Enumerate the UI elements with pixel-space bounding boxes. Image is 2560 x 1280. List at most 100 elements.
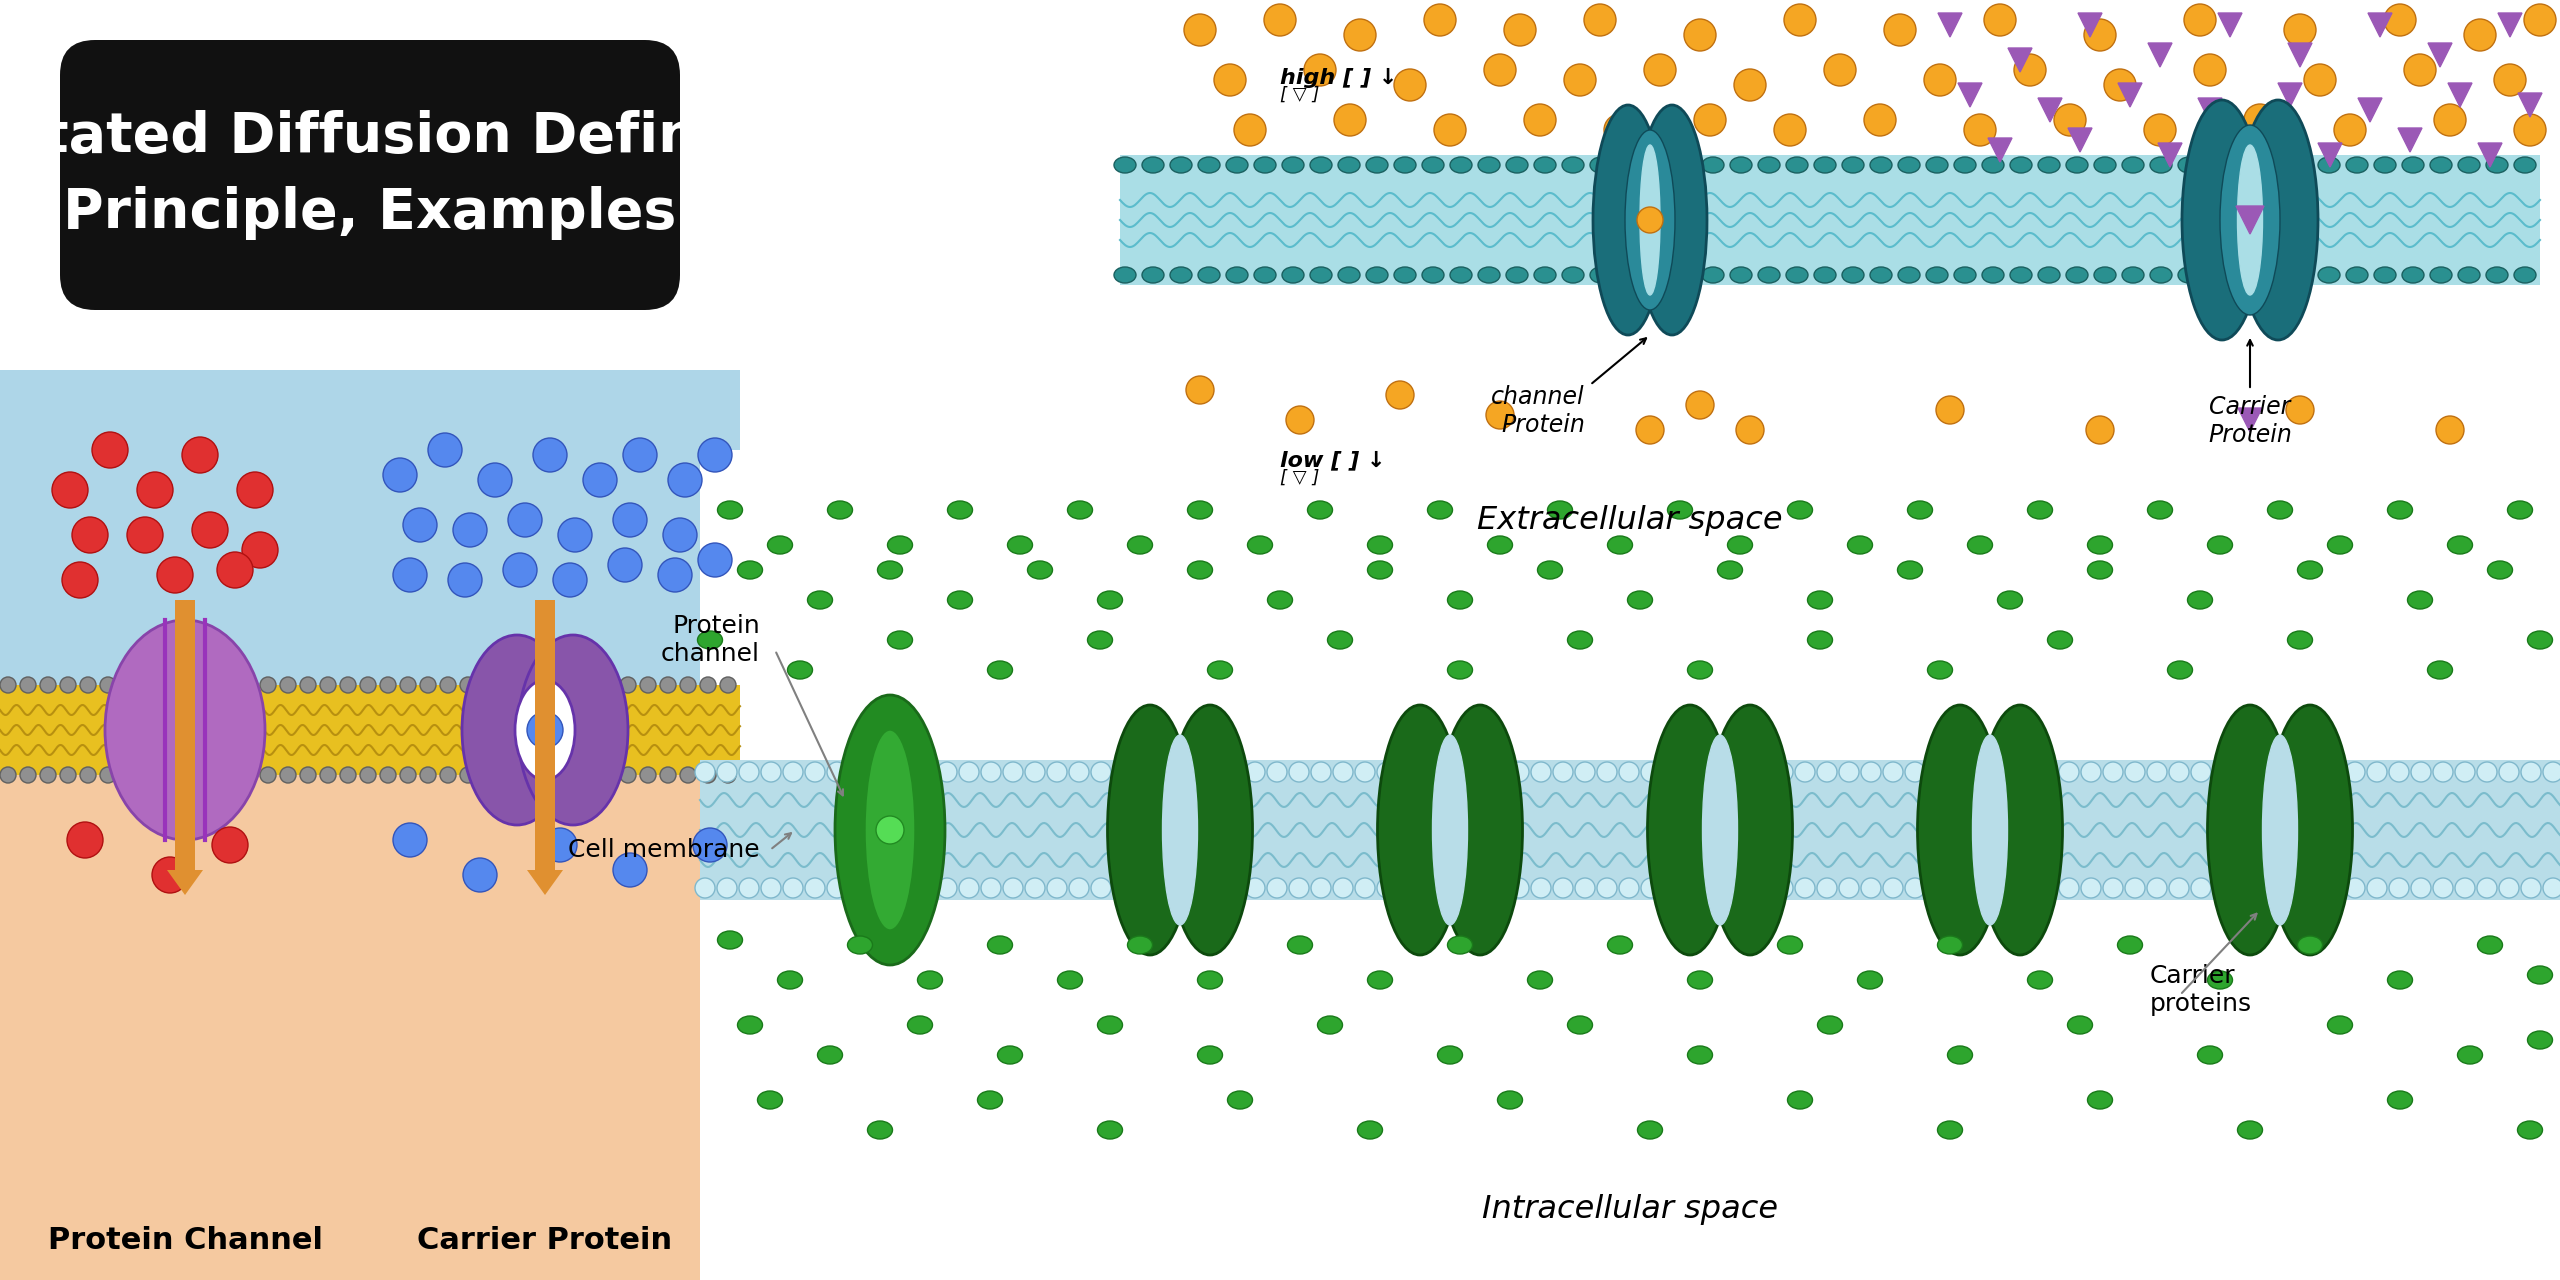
Circle shape — [440, 677, 456, 692]
Circle shape — [461, 767, 476, 783]
Circle shape — [2478, 762, 2496, 782]
Circle shape — [1574, 878, 1595, 899]
Ellipse shape — [1608, 536, 1633, 554]
Ellipse shape — [1608, 936, 1633, 954]
Bar — [699, 760, 2560, 900]
Ellipse shape — [2086, 536, 2112, 554]
Text: Cell membrane: Cell membrane — [568, 838, 760, 861]
Ellipse shape — [2122, 157, 2145, 173]
Circle shape — [279, 677, 297, 692]
Circle shape — [379, 767, 397, 783]
Ellipse shape — [1439, 705, 1523, 955]
Circle shape — [584, 463, 617, 497]
Circle shape — [340, 767, 356, 783]
Circle shape — [2412, 878, 2432, 899]
Ellipse shape — [1969, 536, 1992, 554]
Ellipse shape — [1590, 268, 1613, 283]
Polygon shape — [2237, 408, 2263, 431]
Ellipse shape — [2168, 660, 2191, 678]
Text: Extracellular space: Extracellular space — [1477, 506, 1782, 536]
Circle shape — [640, 767, 655, 783]
Ellipse shape — [2327, 1016, 2353, 1034]
Polygon shape — [2158, 143, 2181, 166]
Circle shape — [1605, 114, 1636, 146]
Circle shape — [1618, 878, 1638, 899]
Ellipse shape — [1283, 157, 1303, 173]
Circle shape — [1464, 878, 1485, 899]
Ellipse shape — [835, 695, 945, 965]
Polygon shape — [2358, 99, 2381, 122]
Ellipse shape — [1646, 157, 1669, 173]
Ellipse shape — [1477, 157, 1500, 173]
Circle shape — [1884, 14, 1915, 46]
Circle shape — [668, 463, 701, 497]
Circle shape — [1636, 416, 1664, 444]
Circle shape — [2053, 104, 2086, 136]
Circle shape — [804, 878, 824, 899]
Circle shape — [850, 878, 868, 899]
Circle shape — [937, 762, 957, 782]
Circle shape — [980, 762, 1001, 782]
Circle shape — [1183, 14, 1216, 46]
Circle shape — [520, 767, 535, 783]
Circle shape — [179, 677, 197, 692]
Ellipse shape — [2345, 157, 2368, 173]
Circle shape — [128, 517, 164, 553]
Circle shape — [1185, 376, 1213, 404]
Polygon shape — [2519, 93, 2542, 116]
Circle shape — [1508, 878, 1528, 899]
Circle shape — [499, 677, 517, 692]
Circle shape — [61, 562, 97, 598]
Circle shape — [2058, 878, 2079, 899]
Circle shape — [2245, 104, 2276, 136]
Ellipse shape — [2447, 536, 2473, 554]
Ellipse shape — [2317, 268, 2340, 283]
Circle shape — [192, 512, 228, 548]
Ellipse shape — [1687, 660, 1713, 678]
Ellipse shape — [2207, 157, 2227, 173]
Ellipse shape — [1068, 500, 1093, 518]
Ellipse shape — [1208, 660, 1231, 678]
Circle shape — [2478, 878, 2496, 899]
Text: [ ▽ ]: [ ▽ ] — [1280, 468, 1318, 486]
Ellipse shape — [1869, 157, 1892, 173]
Circle shape — [960, 762, 978, 782]
Circle shape — [420, 767, 435, 783]
Ellipse shape — [1247, 536, 1272, 554]
Circle shape — [2058, 762, 2079, 782]
Text: Intracellular space: Intracellular space — [1482, 1194, 1779, 1225]
Ellipse shape — [1562, 157, 1585, 173]
Polygon shape — [2478, 143, 2501, 166]
Circle shape — [241, 767, 256, 783]
Ellipse shape — [1641, 145, 1659, 294]
Ellipse shape — [1818, 1016, 1843, 1034]
Ellipse shape — [2010, 268, 2033, 283]
Ellipse shape — [1953, 268, 1976, 283]
Circle shape — [1180, 878, 1198, 899]
Circle shape — [2038, 878, 2058, 899]
Ellipse shape — [696, 631, 722, 649]
Circle shape — [461, 677, 476, 692]
Circle shape — [1984, 4, 2017, 36]
Circle shape — [1636, 207, 1664, 233]
Ellipse shape — [1953, 157, 1976, 173]
Ellipse shape — [1126, 536, 1152, 554]
Ellipse shape — [1807, 631, 1833, 649]
Ellipse shape — [1098, 591, 1121, 609]
Ellipse shape — [2327, 536, 2353, 554]
Circle shape — [2168, 762, 2189, 782]
Circle shape — [243, 532, 279, 568]
Polygon shape — [2148, 44, 2171, 67]
Ellipse shape — [1674, 268, 1697, 283]
Circle shape — [1994, 878, 2012, 899]
Ellipse shape — [1114, 157, 1137, 173]
Ellipse shape — [2094, 268, 2117, 283]
Circle shape — [2322, 762, 2342, 782]
Ellipse shape — [1533, 157, 1556, 173]
Circle shape — [1487, 762, 1508, 782]
Circle shape — [92, 431, 128, 468]
Ellipse shape — [1198, 268, 1221, 283]
Ellipse shape — [2150, 157, 2171, 173]
Circle shape — [1708, 762, 1728, 782]
Circle shape — [2335, 114, 2365, 146]
